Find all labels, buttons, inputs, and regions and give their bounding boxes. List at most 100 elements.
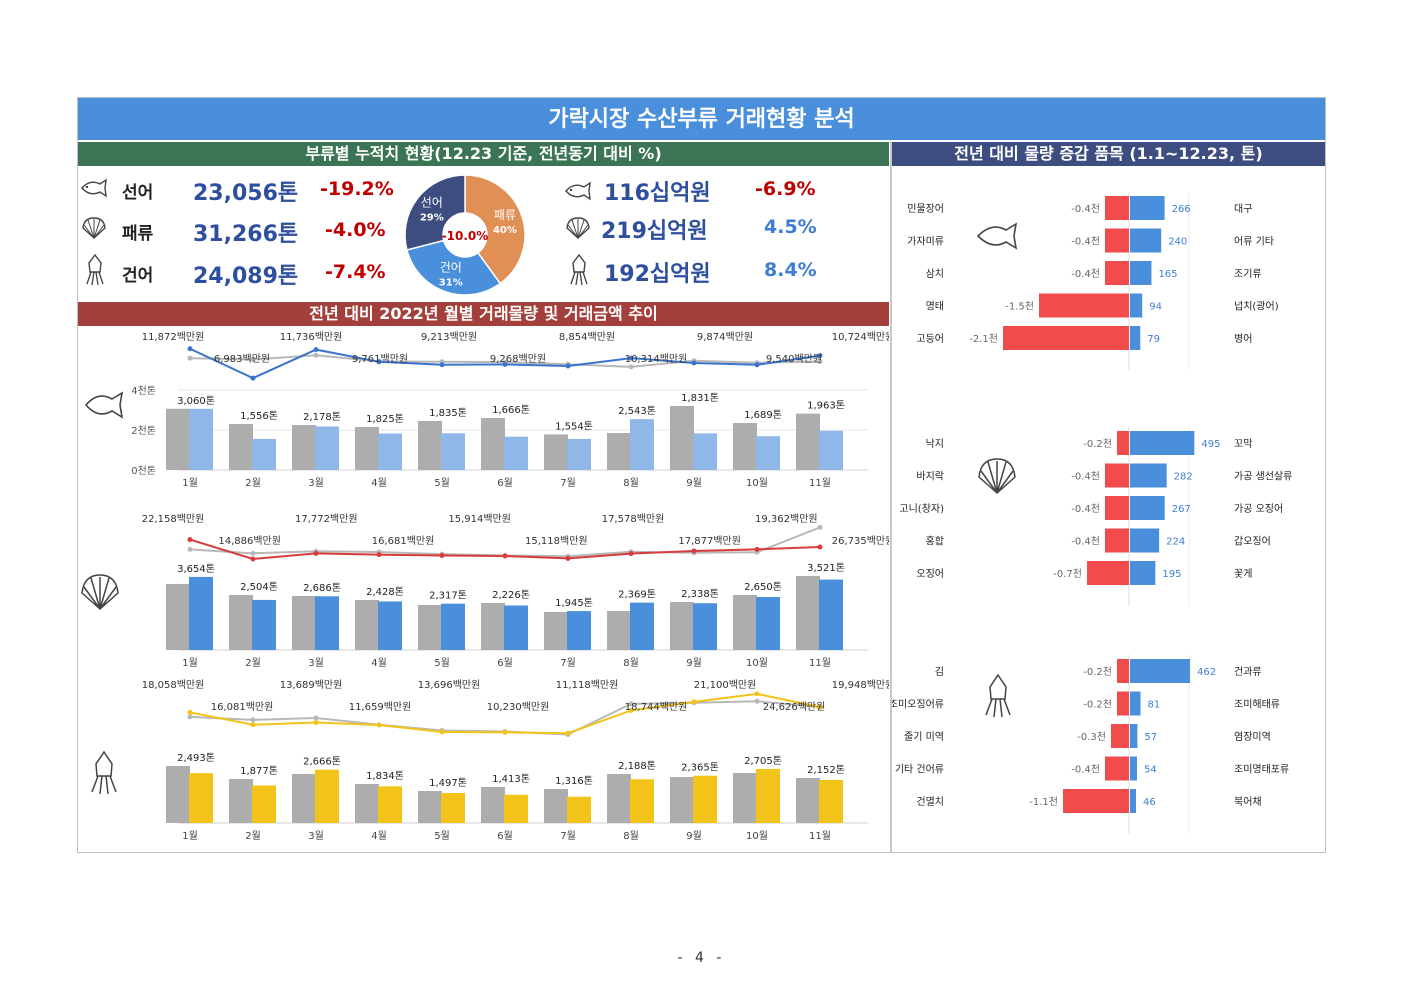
decrease-bar <box>1039 293 1129 318</box>
increase-item-name: 어류 기타 <box>1234 236 1274 248</box>
increase-value: 495 <box>1201 439 1220 450</box>
bar-prev-year <box>670 777 694 823</box>
line-data-label: 15,118백만원 <box>525 535 588 547</box>
bar-current-year <box>315 426 339 470</box>
line-point <box>628 364 634 370</box>
bar-data-label: 1,316톤 <box>555 775 593 787</box>
bar-data-label: 1,945톤 <box>555 597 593 609</box>
line-point <box>565 363 571 369</box>
bar-prev-year <box>670 602 694 650</box>
decrease-bar <box>1105 756 1129 781</box>
bar-current-year <box>693 433 717 470</box>
y-tick-label: 0천톤 <box>131 465 156 477</box>
increase-item-name: 북어채 <box>1234 796 1262 808</box>
decrease-bar <box>1105 196 1129 220</box>
squid-icon <box>91 750 117 795</box>
increase-bar <box>1130 228 1162 253</box>
squid-icon <box>86 254 104 286</box>
x-tick-label: 4월 <box>371 657 387 669</box>
line-point <box>187 709 193 715</box>
decrease-bar <box>1117 431 1129 455</box>
bar-prev-year <box>292 774 316 823</box>
bar-current-year <box>756 436 780 470</box>
decrease-bar <box>1087 561 1129 585</box>
bar-prev-year <box>166 408 190 470</box>
decrease-item-name: 바지락 <box>916 471 944 483</box>
page-title: 가락시장 수산부류 거래현황 분석 <box>78 98 1325 140</box>
decrease-item-name: 기타 건어류 <box>895 764 944 776</box>
fresh-volume-change: -19.2% <box>320 178 394 200</box>
decrease-value: -0.7천 <box>1053 568 1082 580</box>
line-data-label: 15,914백만원 <box>448 513 511 525</box>
line-data-label: 9,213백만원 <box>421 331 477 343</box>
line-data-label: 11,872백만원 <box>142 331 205 343</box>
decrease-value: -0.4천 <box>1071 471 1100 483</box>
line-data-label: 10,314백만원 <box>625 353 688 365</box>
x-tick-label: 1월 <box>182 830 198 842</box>
bar-prev-year <box>418 791 442 823</box>
line-data-label: 9,874백만원 <box>697 331 753 343</box>
bar-prev-year <box>166 584 190 650</box>
increase-bar <box>1130 528 1160 553</box>
bar-data-label: 2,686톤 <box>303 582 341 594</box>
increase-item-name: 염장미역 <box>1234 731 1271 743</box>
bar-data-label: 3,654톤 <box>177 563 215 575</box>
increase-value: 266 <box>1172 204 1191 215</box>
decrease-bar <box>1105 261 1129 285</box>
bar-data-label: 1,834톤 <box>366 770 404 782</box>
donut-center-label: -10.0% <box>442 229 489 243</box>
bar-prev-year <box>355 427 379 470</box>
bar-prev-year <box>796 413 820 470</box>
line-point <box>313 352 319 358</box>
shell-icon <box>566 217 590 239</box>
x-tick-label: 1월 <box>182 657 198 669</box>
bar-current-year <box>819 430 843 470</box>
line-point <box>187 537 193 543</box>
monthly-combo-charts: 0천톤 2천톤 4천톤 1월 3,060톤 2월 1,556톤 3월 2,178톤 4월 1,825… <box>81 331 889 842</box>
line-data-label: 16,081백만원 <box>211 701 274 713</box>
line-point <box>313 719 319 725</box>
line-point <box>691 548 697 554</box>
cumulative-header: 부류별 누적치 현황(12.23 기준, 전년동기 대비 %) <box>78 142 889 166</box>
bar-current-year <box>252 599 276 650</box>
y-tick-label: 4천톤 <box>131 385 156 397</box>
line-point <box>817 353 823 359</box>
x-tick-label: 6월 <box>497 657 513 669</box>
line-point <box>250 375 256 381</box>
line-point <box>628 707 634 713</box>
line-point <box>754 362 760 368</box>
bar-current-year <box>252 785 276 823</box>
x-tick-label: 9월 <box>686 830 702 842</box>
x-tick-label: 2월 <box>245 477 261 489</box>
dashboard-frame <box>77 97 1326 853</box>
increase-bar <box>1130 659 1191 683</box>
bar-data-label: 1,556톤 <box>240 410 278 422</box>
bar-prev-year <box>292 425 316 470</box>
dried-volume: 24,089톤 <box>193 264 299 289</box>
increase-value: 267 <box>1172 504 1191 515</box>
x-tick-label: 4월 <box>371 477 387 489</box>
bar-current-year <box>819 779 843 823</box>
decrease-bar <box>1063 789 1129 813</box>
increase-bar <box>1130 756 1138 781</box>
x-tick-label: 3월 <box>308 477 324 489</box>
x-tick-label: 3월 <box>308 830 324 842</box>
line-point <box>250 550 256 556</box>
bar-current-year <box>819 579 843 650</box>
decrease-item-name: 민물장어 <box>907 203 944 215</box>
donut-slice-label: 건어 <box>440 261 462 275</box>
decrease-bar <box>1105 463 1129 488</box>
bar-data-label: 2,365톤 <box>681 762 719 774</box>
x-tick-label: 10월 <box>746 657 768 669</box>
bar-prev-year <box>733 423 757 470</box>
bar-current-year <box>756 597 780 650</box>
bar-data-label: 1,689톤 <box>744 409 782 421</box>
increase-bar <box>1130 293 1143 318</box>
x-tick-label: 3월 <box>308 657 324 669</box>
line-data-label: 19,948백만원 <box>832 679 889 691</box>
bar-current-year <box>252 438 276 470</box>
increase-value: 81 <box>1148 700 1161 711</box>
increase-bar <box>1130 561 1156 585</box>
increase-value: 224 <box>1166 537 1185 548</box>
decrease-bar <box>1111 724 1129 748</box>
